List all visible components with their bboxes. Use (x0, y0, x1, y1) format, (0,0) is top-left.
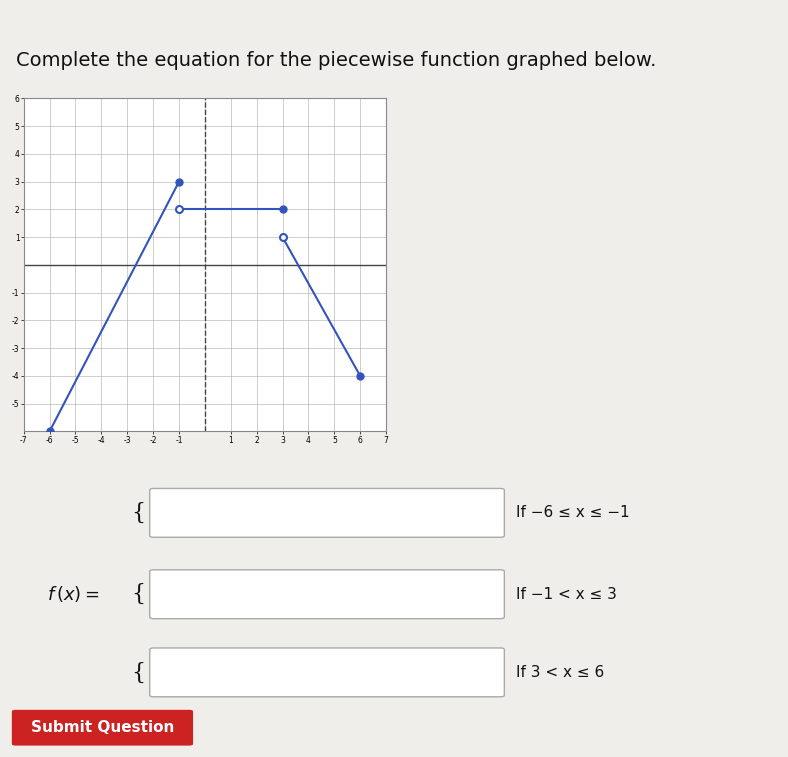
Text: $f\,(x) =$: $f\,(x) =$ (47, 584, 100, 604)
FancyBboxPatch shape (150, 570, 504, 618)
Text: If −1 < x ≤ 3: If −1 < x ≤ 3 (516, 587, 617, 602)
Text: Complete the equation for the piecewise function graphed below.: Complete the equation for the piecewise … (16, 51, 656, 70)
FancyBboxPatch shape (150, 488, 504, 537)
FancyBboxPatch shape (12, 710, 193, 746)
Text: If 3 < x ≤ 6: If 3 < x ≤ 6 (516, 665, 604, 680)
FancyBboxPatch shape (150, 648, 504, 696)
Text: {: { (131, 662, 145, 684)
Text: Submit Question: Submit Question (31, 720, 174, 735)
Text: If −6 ≤ x ≤ −1: If −6 ≤ x ≤ −1 (516, 506, 630, 520)
Text: {: { (131, 502, 145, 524)
Text: {: { (131, 583, 145, 606)
